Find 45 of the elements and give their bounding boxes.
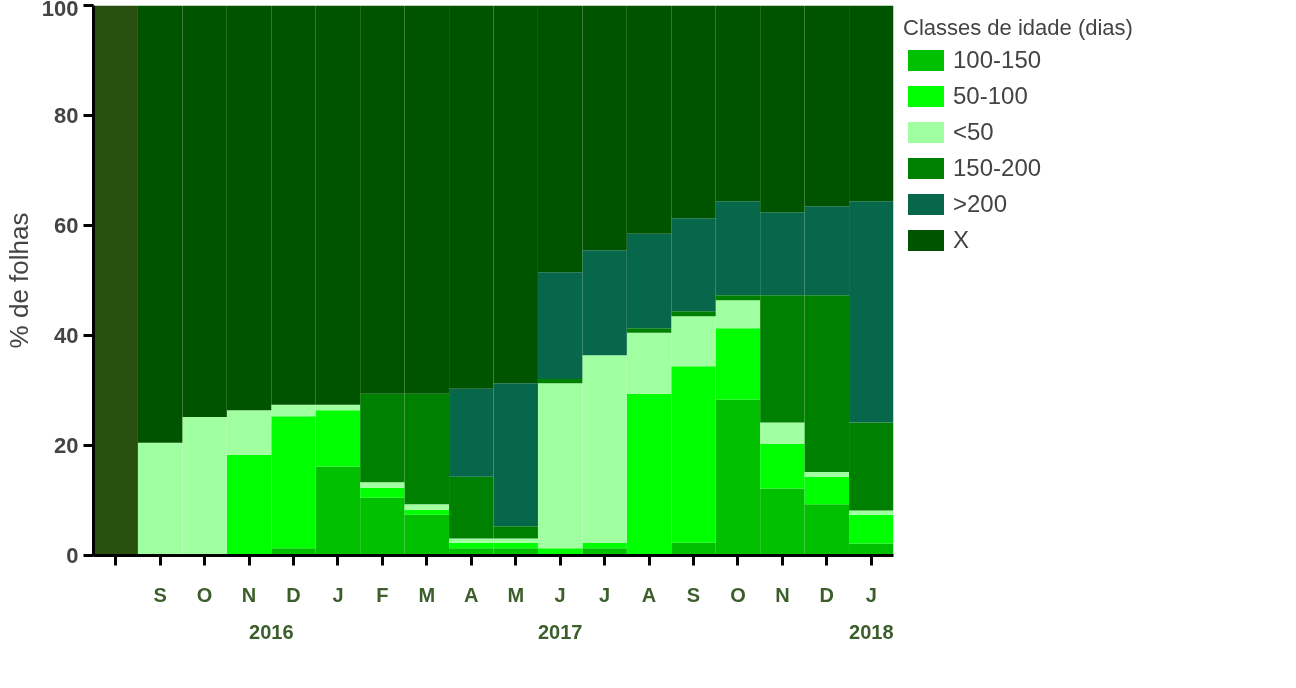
x-tick-label: O [196,583,213,606]
bar [760,422,805,444]
bar [804,471,850,477]
y-tick-label: 0 [66,543,79,568]
x-tick-label: J [865,583,877,606]
text: 2017 [537,620,583,643]
legend-label: 100-150 [953,46,1042,74]
x-tick-label: A [464,583,479,606]
bar [360,487,405,498]
bar [849,510,894,515]
text: 2018 [849,620,894,643]
bar [671,311,716,317]
x-tick-label: J [332,583,344,606]
y-tick-label: 40 [54,323,79,348]
legend-label: 50-100 [953,82,1028,110]
text: 2016 [249,620,294,643]
y-tick-label: 80 [54,103,79,128]
y-tick-label: 60 [54,213,79,238]
bar [404,504,450,510]
legend-label: 150-200 [953,154,1042,182]
bar [404,509,450,515]
x-tick-label: S [686,583,701,606]
x-tick-label: N [241,583,257,606]
x-tick-label: N [775,583,790,606]
y-axis-title: % de folhas [3,212,34,349]
x-tick-label: D [286,583,301,606]
bar [360,482,405,488]
x-tick-label: S [153,583,167,606]
x-tick-label: A [641,583,657,606]
legend-label: <50 [953,118,994,146]
x-tick-label: F [376,583,389,606]
legend-label: >200 [953,190,1008,218]
bar [849,514,894,544]
x-tick-label: M [507,583,525,606]
legend-label: X [953,226,970,254]
x-tick-label: O [730,583,746,606]
y-tick-label: 20 [54,433,79,458]
legend-title: Classes de idade (dias) [903,15,1133,41]
y-tick-label: 100 [41,0,79,21]
bar [626,328,672,333]
x-tick-label: M [418,583,436,606]
x-tick-label: J [599,583,611,606]
x-tick-label: J [554,583,566,606]
bar [537,378,583,384]
x-tick-label: D [819,583,835,606]
